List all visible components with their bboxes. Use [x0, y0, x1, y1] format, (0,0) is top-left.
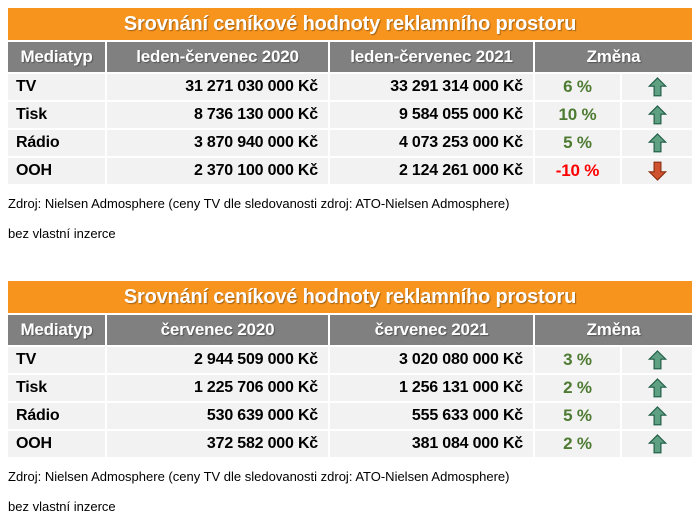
value-period1-cell: 2 370 100 000 Kč: [107, 158, 328, 184]
table-row-radio: Rádio 530 639 000 Kč 555 633 000 Kč 5 %: [8, 403, 692, 429]
comparison-table-july: Srovnání ceníkové hodnoty reklamního pro…: [8, 281, 692, 514]
column-header-period-2021: červenec 2021: [330, 315, 533, 345]
value-period1-cell: 2 944 509 000 Kč: [107, 347, 328, 373]
trend-up-icon: [647, 133, 667, 153]
trend-icon-cell: [622, 130, 692, 156]
change-percent-cell: 3 %: [535, 347, 620, 373]
table-header-row: Mediatyp leden-červenec 2020 leden-červe…: [8, 42, 692, 72]
trend-up-icon: [647, 378, 667, 398]
trend-up-icon: [647, 105, 667, 125]
table-row-tisk: Tisk 8 736 130 000 Kč 9 584 055 000 Kč 1…: [8, 102, 692, 128]
trend-icon-cell: [622, 431, 692, 457]
value-period1-cell: 1 225 706 000 Kč: [107, 375, 328, 401]
value-period2-cell: 3 020 080 000 Kč: [330, 347, 533, 373]
trend-up-icon: [647, 350, 667, 370]
value-period2-cell: 381 084 000 Kč: [330, 431, 533, 457]
value-period2-cell: 9 584 055 000 Kč: [330, 102, 533, 128]
table-header-row: Mediatyp červenec 2020 červenec 2021 Změ…: [8, 315, 692, 345]
source-note-exclusion: bez vlastní inzerce: [8, 226, 116, 241]
value-period2-cell: 4 073 253 000 Kč: [330, 130, 533, 156]
value-period1-cell: 8 736 130 000 Kč: [107, 102, 328, 128]
trend-up-icon: [647, 77, 667, 97]
table-title: Srovnání ceníkové hodnoty reklamního pro…: [8, 8, 692, 40]
source-note: Zdroj: Nielsen Admosphere (ceny TV dle s…: [8, 196, 510, 211]
mediatype-cell: OOH: [8, 158, 105, 184]
column-header-period-2020: leden-červenec 2020: [107, 42, 328, 72]
trend-icon-cell: [622, 158, 692, 184]
mediatype-cell: Rádio: [8, 403, 105, 429]
trend-icon-cell: [622, 375, 692, 401]
change-percent-cell: 5 %: [535, 130, 620, 156]
change-percent-cell: -10 %: [535, 158, 620, 184]
source-note-exclusion: bez vlastní inzerce: [8, 499, 116, 514]
mediatype-cell: Tisk: [8, 102, 105, 128]
trend-up-icon: [647, 406, 667, 426]
change-percent-cell: 2 %: [535, 431, 620, 457]
trend-icon-cell: [622, 74, 692, 100]
column-header-period-2021: leden-červenec 2021: [330, 42, 533, 72]
column-header-change: Změna: [535, 42, 692, 72]
mediatype-cell: TV: [8, 74, 105, 100]
trend-icon-cell: [622, 347, 692, 373]
trend-up-icon: [647, 434, 667, 454]
mediatype-cell: OOH: [8, 431, 105, 457]
column-header-mediatyp: Mediatyp: [8, 315, 105, 345]
value-period2-cell: 33 291 314 000 Kč: [330, 74, 533, 100]
mediatype-cell: Tisk: [8, 375, 105, 401]
table-row-tv: TV 31 271 030 000 Kč 33 291 314 000 Kč 6…: [8, 74, 692, 100]
change-percent-cell: 5 %: [535, 403, 620, 429]
value-period1-cell: 3 870 940 000 Kč: [107, 130, 328, 156]
mediatype-cell: TV: [8, 347, 105, 373]
table-title: Srovnání ceníkové hodnoty reklamního pro…: [8, 281, 692, 313]
table-row-tisk: Tisk 1 225 706 000 Kč 1 256 131 000 Kč 2…: [8, 375, 692, 401]
value-period2-cell: 555 633 000 Kč: [330, 403, 533, 429]
trend-icon-cell: [622, 403, 692, 429]
table-row-ooh: OOH 372 582 000 Kč 381 084 000 Kč 2 %: [8, 431, 692, 457]
table-row-radio: Rádio 3 870 940 000 Kč 4 073 253 000 Kč …: [8, 130, 692, 156]
column-header-change: Změna: [535, 315, 692, 345]
value-period1-cell: 530 639 000 Kč: [107, 403, 328, 429]
value-period2-cell: 2 124 261 000 Kč: [330, 158, 533, 184]
source-note: Zdroj: Nielsen Admosphere (ceny TV dle s…: [8, 469, 510, 484]
trend-down-icon: [647, 161, 667, 181]
comparison-table-jan-jul: Srovnání ceníkové hodnoty reklamního pro…: [8, 8, 692, 241]
value-period1-cell: 31 271 030 000 Kč: [107, 74, 328, 100]
table-row-tv: TV 2 944 509 000 Kč 3 020 080 000 Kč 3 %: [8, 347, 692, 373]
column-header-mediatyp: Mediatyp: [8, 42, 105, 72]
table-row-ooh: OOH 2 370 100 000 Kč 2 124 261 000 Kč -1…: [8, 158, 692, 184]
column-header-period-2020: červenec 2020: [107, 315, 328, 345]
change-percent-cell: 10 %: [535, 102, 620, 128]
trend-icon-cell: [622, 102, 692, 128]
mediatype-cell: Rádio: [8, 130, 105, 156]
change-percent-cell: 6 %: [535, 74, 620, 100]
value-period1-cell: 372 582 000 Kč: [107, 431, 328, 457]
change-percent-cell: 2 %: [535, 375, 620, 401]
value-period2-cell: 1 256 131 000 Kč: [330, 375, 533, 401]
